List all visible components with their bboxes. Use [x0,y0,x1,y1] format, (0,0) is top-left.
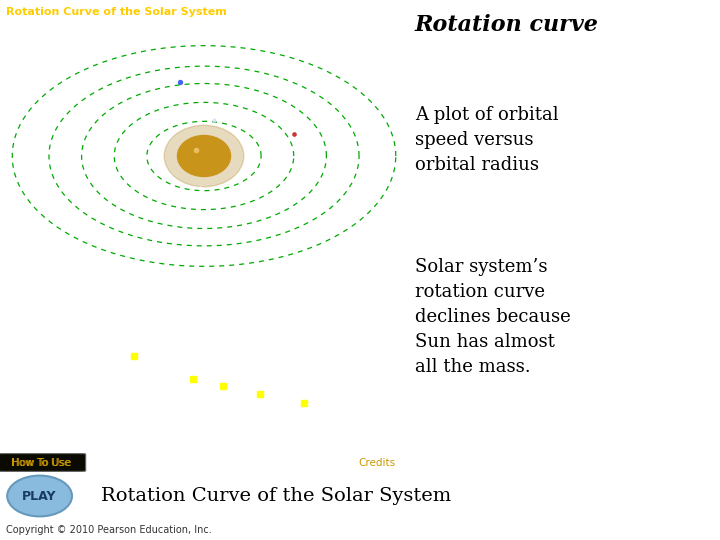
Text: Credits: Credits [359,458,396,468]
Text: Distance from center  →: Distance from center → [190,469,300,478]
Text: Rotation curve: Rotation curve [415,14,599,36]
Text: Rotation Curve of the Solar System: Rotation Curve of the Solar System [6,7,227,17]
Text: Solar system’s
rotation curve
declines because
Sun has almost
all the mass.: Solar system’s rotation curve declines b… [415,258,571,376]
Text: How To Use: How To Use [12,458,71,468]
Text: Rotation Curve of the Solar System: Rotation Curve of the Solar System [101,487,451,505]
Text: 0: 0 [80,441,85,450]
Text: 0: 0 [91,445,96,454]
Circle shape [164,125,244,187]
Circle shape [177,136,230,177]
Text: A plot of orbital
speed versus
orbital radius: A plot of orbital speed versus orbital r… [415,106,559,174]
FancyBboxPatch shape [0,454,86,471]
Text: How To Use: How To Use [11,458,71,468]
Ellipse shape [7,476,72,516]
Text: PLAY: PLAY [22,489,57,503]
Text: Copyright © 2010 Pearson Education, Inc.: Copyright © 2010 Pearson Education, Inc. [6,525,212,535]
Text: Orbital speed  →: Orbital speed → [76,333,85,408]
